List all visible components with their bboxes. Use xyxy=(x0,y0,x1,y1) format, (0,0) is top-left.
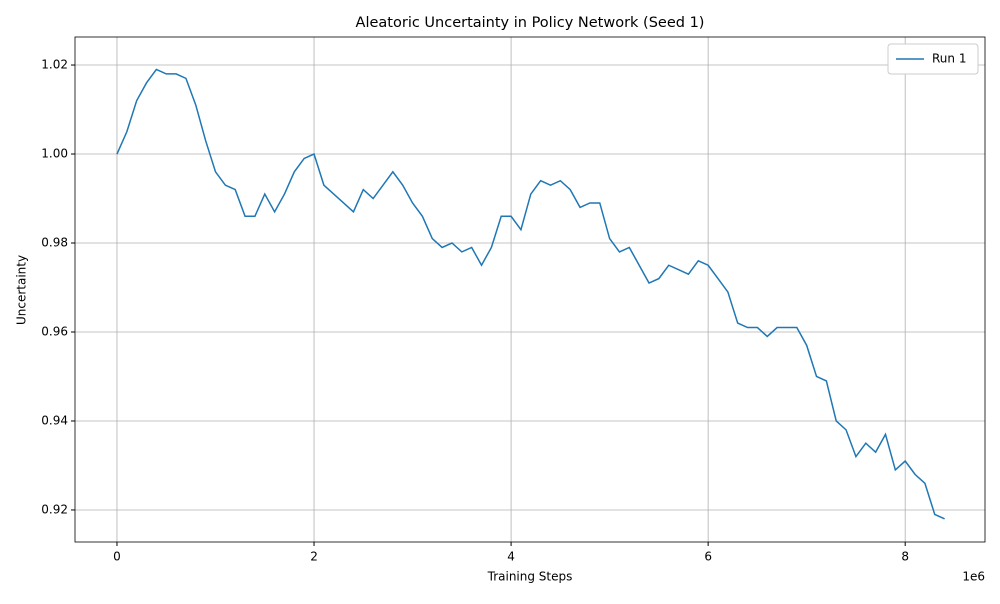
x-tick-label: 6 xyxy=(704,550,712,564)
x-axis-label: Training Steps xyxy=(487,570,573,584)
x-tick-label: 8 xyxy=(901,550,909,564)
y-tick-label: 0.96 xyxy=(41,324,68,338)
y-tick-label: 1.02 xyxy=(41,58,68,72)
x-tick-label: 2 xyxy=(310,550,318,564)
data-line xyxy=(116,68,945,520)
y-tick-label: 1.00 xyxy=(41,147,68,161)
y-tick-label: 0.92 xyxy=(41,502,68,516)
plot-frame xyxy=(74,36,986,543)
x-offset-label: 1e6 xyxy=(962,570,985,584)
x-tick-label: 4 xyxy=(507,550,515,564)
y-tick-label: 0.98 xyxy=(41,236,68,250)
y-tick-label: 0.94 xyxy=(41,413,68,427)
legend-label: Run 1 xyxy=(932,52,966,66)
legend-box xyxy=(887,43,979,75)
y-axis-label: Uncertainty xyxy=(15,255,29,325)
x-tick-label: 0 xyxy=(113,550,121,564)
chart-title: Aleatoric Uncertainty in Policy Network … xyxy=(356,15,705,31)
